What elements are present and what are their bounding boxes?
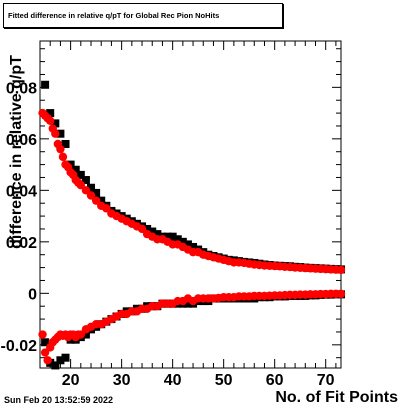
black-point [51, 119, 60, 128]
red-point [76, 180, 86, 190]
x-tick-label: 50 [215, 372, 233, 389]
black-point [81, 176, 90, 185]
y-tick-label: 0 [28, 286, 37, 303]
black-point [76, 170, 85, 179]
x-tick-label: 70 [317, 372, 335, 389]
x-axis-ticks [39, 41, 337, 368]
red-point [46, 116, 55, 126]
chart-title: Fitted difference in relative q/pT for G… [3, 3, 283, 28]
y-axis-tick-labels: -0.02 0 0.02 0.04 0.06 0.08 [1, 80, 38, 354]
black-point [56, 129, 65, 138]
black-point [97, 196, 106, 205]
black-point [87, 183, 96, 192]
black-point [163, 232, 172, 241]
black-point [61, 139, 70, 148]
red-point [86, 191, 96, 200]
y-tick-label: 0.06 [6, 132, 37, 149]
red-point [81, 186, 91, 195]
y-tick-label: -0.02 [1, 338, 38, 355]
black-point [173, 235, 182, 244]
black-point [71, 165, 80, 174]
timestamp-label: Sun Feb 20 13:52:59 2022 [4, 395, 114, 405]
red-point [56, 144, 65, 154]
x-tick-label: 20 [62, 372, 80, 389]
red-point [76, 330, 86, 339]
red-point [91, 196, 101, 205]
black-point [153, 230, 162, 239]
black-point [183, 299, 192, 308]
x-tick-label: 30 [113, 372, 131, 389]
y-axis-ticks [40, 48, 341, 359]
y-tick-label: 0.08 [6, 80, 37, 97]
data-marks [38, 80, 346, 370]
red-point [38, 330, 47, 339]
black-point [148, 227, 157, 236]
black-point [46, 109, 55, 118]
black-point [168, 232, 177, 241]
black-point [178, 237, 187, 246]
red-point [336, 289, 346, 299]
black-point [81, 330, 90, 339]
black-point [56, 356, 65, 365]
black-point [143, 224, 152, 233]
black-point [92, 188, 101, 197]
red-point [51, 129, 60, 138]
black-point [41, 338, 50, 347]
red-point [58, 152, 68, 162]
black-point [183, 240, 192, 249]
red-point [40, 348, 50, 357]
black-point [61, 353, 70, 362]
red-point [102, 204, 111, 213]
y-tick-label: 0.04 [6, 183, 37, 200]
red-point [43, 356, 52, 365]
black-point [41, 80, 50, 89]
x-axis-title: No. of Fit Points [275, 389, 398, 406]
plot-frame [39, 40, 342, 369]
black-point [189, 242, 198, 251]
x-tick-label: 60 [266, 372, 284, 389]
red-point [336, 265, 346, 275]
x-axis-tick-labels: 20 30 40 50 60 70 [62, 372, 335, 389]
y-tick-label: 0.02 [6, 235, 37, 252]
x-tick-label: 40 [164, 372, 182, 389]
y-axis-title: difference in relative q/pT [8, 55, 25, 249]
red-point [137, 224, 147, 234]
black-point [51, 361, 60, 370]
